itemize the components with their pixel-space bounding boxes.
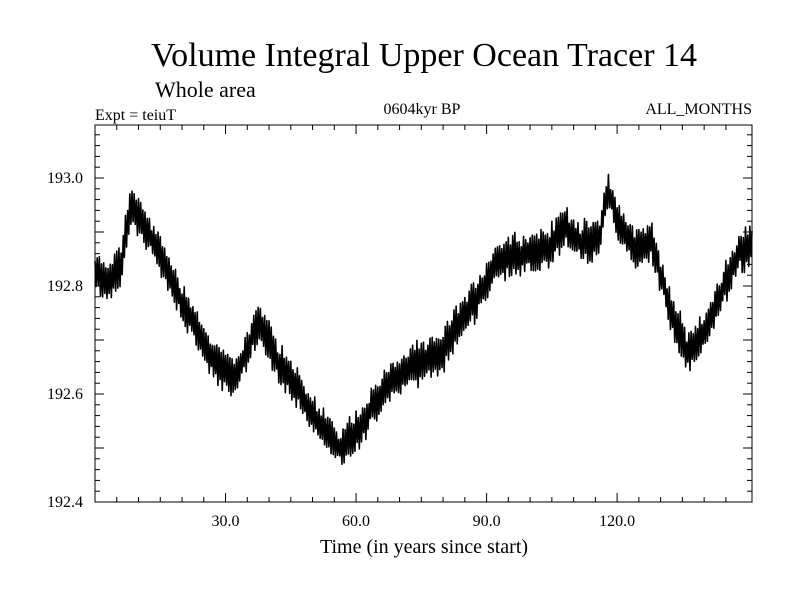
months-label: ALL_MONTHS bbox=[645, 101, 752, 118]
y-tick-label: 192.6 bbox=[47, 386, 83, 403]
y-tick-label: 192.4 bbox=[47, 494, 83, 511]
series-line bbox=[94, 173, 753, 465]
x-tick-label: 30.0 bbox=[212, 513, 240, 530]
x-axis-label: Time (in years since start) bbox=[320, 536, 528, 558]
y-tick-label: 192.8 bbox=[47, 278, 83, 295]
minor-ticks bbox=[116, 125, 727, 502]
x-tick-label: 60.0 bbox=[342, 513, 370, 530]
period-label: 0604kyr BP bbox=[384, 101, 461, 118]
x-tick-label: 90.0 bbox=[473, 513, 501, 530]
experiment-label: Expt = teiuT bbox=[95, 107, 176, 124]
plot-frame bbox=[94, 124, 753, 503]
y-tick-label: 193.0 bbox=[47, 170, 83, 187]
x-axis-ticks: 30.0 60.0 90.0 120.0 bbox=[212, 125, 635, 530]
x-tick-label: 120.0 bbox=[599, 513, 635, 530]
chart-subtitle: Whole area bbox=[155, 77, 256, 102]
chart-title: Volume Integral Upper Ocean Tracer 14 bbox=[151, 37, 697, 74]
y-axis-ticks: 192.4 192.6 192.8 193.0 bbox=[47, 134, 752, 511]
